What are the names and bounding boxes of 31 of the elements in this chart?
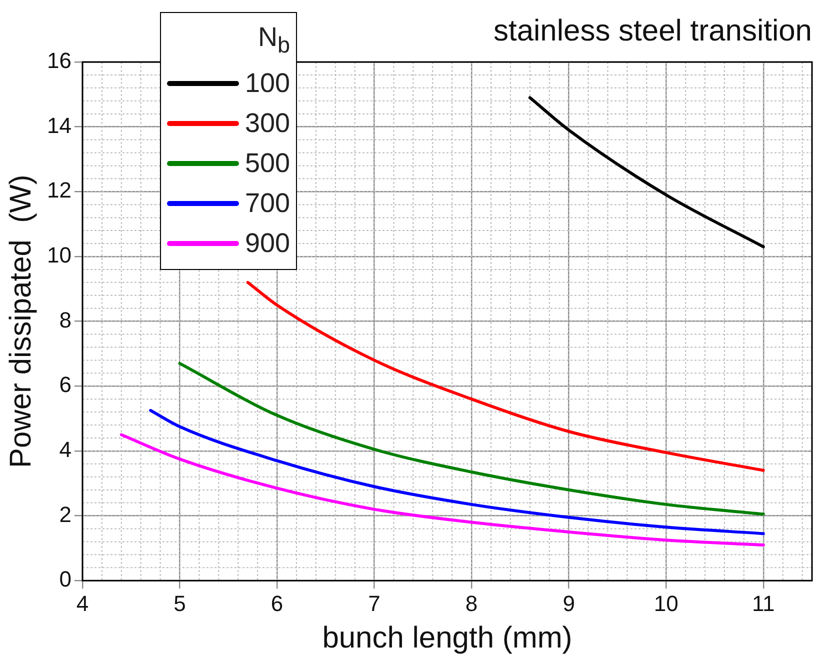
line-series [178,362,765,516]
x-tick-label: 8 [465,590,478,616]
x-tick-label: 6 [270,590,284,616]
legend-label: 100 [245,68,290,99]
line-series [246,280,765,472]
x-axis-title: bunch length (mm) [322,621,572,654]
y-tick-label: 12 [46,178,72,203]
legend-title: N$_{b}$ [257,21,290,60]
x-tick-label: 10 [654,590,678,616]
y-axis-title: Power dissipated (W) [4,174,38,468]
line-series [149,408,765,536]
legend-label: 300 [245,108,290,139]
y-tick-label: 2 [59,502,72,527]
y-tick-label: 16 [46,48,72,74]
y-tick-label: 6 [59,372,72,398]
y-tick-label: 10 [46,242,72,268]
y-tick-label: 4 [59,437,72,462]
y-tick-label: 14 [46,112,72,138]
line-series [528,96,765,248]
x-tick-label: 9 [562,590,575,616]
legend-label: 700 [245,188,290,219]
x-tick-label: 11 [752,590,775,616]
y-tick-label: 8 [59,307,72,332]
line-series [120,433,765,546]
x-tick-label: 4 [76,590,89,616]
x-tick-label: 5 [174,590,186,616]
legend-label: 900 [245,228,290,259]
chart-title: stainless steel transition [494,14,812,48]
x-tick-label: 7 [368,590,380,616]
y-tick-label: 0 [59,566,72,592]
legend-label: 500 [245,148,290,179]
